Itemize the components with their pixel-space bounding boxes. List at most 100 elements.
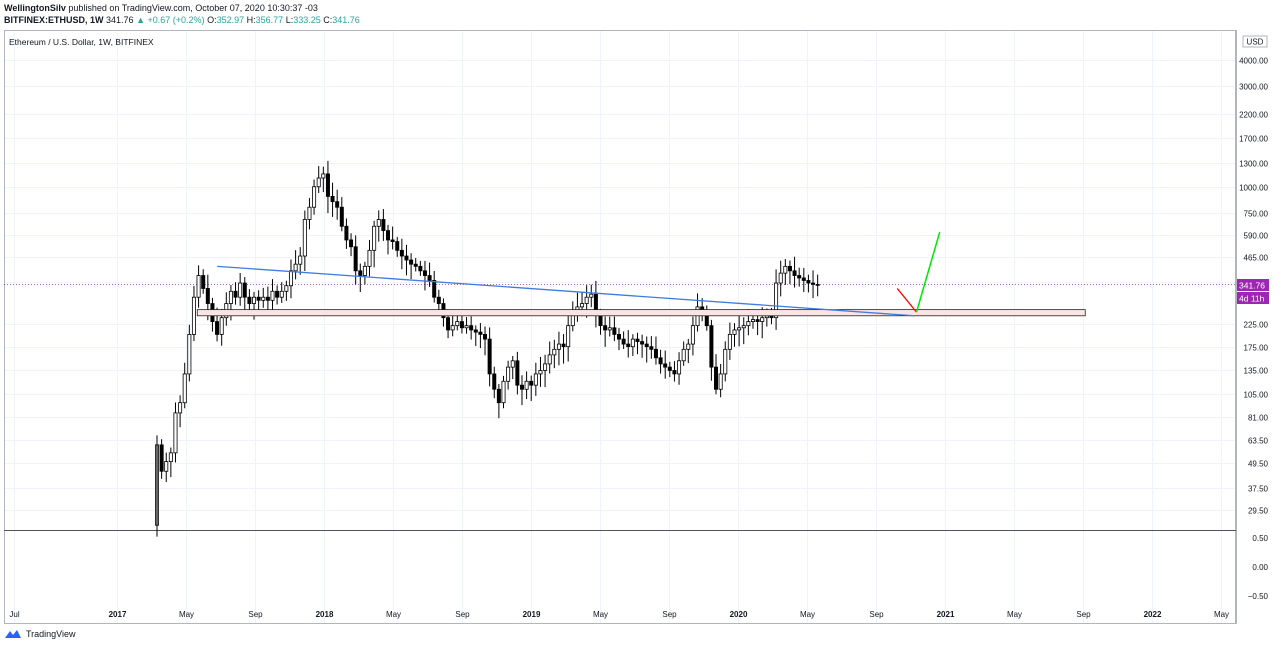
candlestick-series[interactable] — [154, 160, 820, 537]
candle-body — [543, 363, 548, 371]
candle-body — [483, 334, 488, 340]
tradingview-footer[interactable]: TradingView — [4, 629, 76, 639]
price-badge-bg — [1237, 279, 1269, 291]
candle-body — [261, 296, 266, 301]
price-tick-label: 175.00 — [1244, 344, 1269, 353]
indicator-axis[interactable]: 0.50 0.00 −0.50 — [1248, 534, 1269, 601]
candle-body — [714, 366, 719, 390]
price-tick-label: 750.00 — [1244, 210, 1269, 219]
candle-body — [247, 296, 252, 304]
candle-body — [695, 306, 700, 327]
projection-down-line — [896, 288, 918, 313]
candle-body — [228, 290, 233, 304]
candle-body — [723, 348, 728, 375]
candle-body — [288, 270, 293, 287]
author-name[interactable]: WellingtonSilv — [4, 3, 66, 13]
candle-body — [316, 177, 321, 188]
candle-body — [265, 296, 270, 301]
candle-body — [344, 225, 349, 241]
candle-body — [626, 343, 631, 348]
candle-body — [279, 290, 284, 298]
price-tick-label: 1000.00 — [1239, 184, 1268, 193]
candle-body — [690, 325, 695, 345]
candle-body — [422, 270, 427, 276]
currency-box[interactable] — [1242, 35, 1268, 48]
candle-body — [168, 452, 173, 462]
candle-body — [252, 296, 257, 304]
time-tick-label: 2020 — [730, 610, 748, 619]
candle-body — [446, 317, 451, 331]
candle-body — [787, 265, 792, 272]
candle-body — [275, 290, 280, 298]
candle-body — [173, 412, 178, 454]
ohlc-high: 356.77 — [255, 15, 284, 25]
candle-body — [510, 360, 515, 368]
indicator-tick-label: −0.50 — [1248, 592, 1269, 601]
time-tick-label: May — [1007, 610, 1022, 619]
candle-body — [806, 280, 811, 284]
price-tick-label: 135.00 — [1244, 367, 1269, 376]
candle-body — [501, 380, 506, 404]
candle-body — [187, 334, 192, 375]
candle-body — [464, 325, 469, 329]
candle-body — [293, 263, 298, 272]
candle-body — [270, 290, 275, 301]
time-tick-label: 2019 — [523, 610, 541, 619]
candle-body — [478, 331, 483, 335]
candle-body — [418, 265, 423, 272]
candle-body — [538, 370, 543, 375]
grid-lines — [4, 31, 1236, 623]
price-tick-label: 3000.00 — [1239, 83, 1268, 92]
ohlc-low-label: L: — [285, 15, 294, 25]
candle-body — [709, 325, 714, 368]
time-tick-label: 2021 — [937, 610, 955, 619]
candle-body — [302, 219, 307, 257]
candle-body — [515, 360, 520, 386]
candle-body — [727, 334, 732, 350]
price-tick-label: 63.50 — [1248, 437, 1269, 446]
up-triangle-icon: ▲ — [136, 15, 145, 25]
price-change: +0.67 (+0.2%) — [147, 15, 205, 25]
candle-body — [381, 219, 386, 232]
candle-body — [584, 296, 589, 304]
support-zone — [196, 309, 1086, 317]
price-tick-label: 81.00 — [1248, 414, 1269, 423]
candle-body — [191, 296, 196, 335]
candle-body — [496, 388, 501, 404]
candle-body — [603, 325, 608, 331]
candle-body — [732, 329, 737, 335]
drawing-tools[interactable] — [196, 231, 1086, 317]
candle-body — [427, 275, 432, 281]
candle-body — [362, 265, 367, 276]
countdown-badge: 4d 11h — [1239, 293, 1265, 303]
time-axis[interactable]: Jul 2017 May Sep 2018 May Sep 2019 May Sep 2020 May… — [9, 610, 1229, 619]
time-tick-label: Sep — [455, 610, 470, 619]
last-price: 341.76 — [106, 15, 134, 25]
candle-body — [811, 282, 816, 285]
symbol-label[interactable]: BITFINEX:ETHUSD, 1W — [4, 15, 104, 25]
chart-frame — [4, 30, 1236, 624]
price-tick-label: 2200.00 — [1239, 111, 1268, 120]
candle-body — [547, 354, 552, 365]
ohlc-open: 352.97 — [216, 15, 245, 25]
candle-body — [663, 363, 668, 368]
indicator-tick-label: 0.00 — [1252, 563, 1268, 572]
currency-label: USD — [1247, 38, 1264, 47]
candle-body — [335, 201, 340, 208]
price-tick-label: 1300.00 — [1239, 160, 1268, 169]
time-tick-label: May — [179, 610, 194, 619]
price-tick-label: 1700.00 — [1239, 135, 1268, 144]
candle-body — [801, 277, 806, 281]
price-axis[interactable]: 4000.00 3000.00 2200.00 1700.00 1300.00 1000.… — [1239, 57, 1268, 516]
candle-body — [524, 380, 529, 390]
candle-body — [409, 259, 414, 265]
time-tick-label: Sep — [869, 610, 884, 619]
candle-body — [737, 327, 742, 331]
candle-body — [667, 366, 672, 371]
countdown-badge-bg — [1237, 292, 1269, 304]
candle-body — [196, 275, 201, 298]
candle-body — [242, 282, 247, 298]
candle-body — [746, 321, 751, 327]
candle-body — [630, 338, 635, 348]
